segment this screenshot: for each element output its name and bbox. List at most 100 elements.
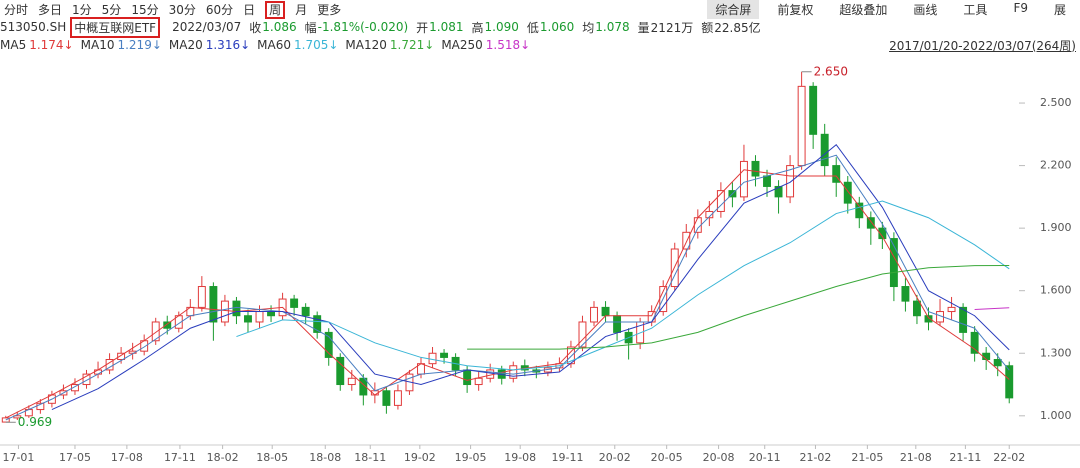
candle-body: [324, 331, 333, 358]
x-tick-label: 20-11: [749, 451, 781, 464]
candle-body: [71, 384, 79, 392]
x-tick-label: 17-01: [2, 451, 34, 464]
candle-body: [970, 331, 979, 354]
menu-item[interactable]: 画线: [913, 3, 938, 17]
x-tick-label: 21-05: [851, 451, 883, 464]
ma-line: [467, 264, 1010, 350]
period-tab[interactable]: 月: [295, 2, 308, 17]
ma-name: MA60: [257, 38, 291, 52]
ma-line: [51, 144, 1010, 411]
ma-name: MA250: [441, 38, 483, 52]
ma-value: 1.705↓: [294, 38, 339, 52]
annotation: 0.969: [18, 415, 52, 429]
x-tick-label: 20-08: [703, 451, 735, 464]
menu-item[interactable]: 工具: [963, 3, 988, 17]
candle-body: [163, 321, 172, 329]
date: 2022/03/07: [172, 20, 242, 34]
x-tick-label: 17-08: [111, 451, 143, 464]
x-tick-label: 21-02: [799, 451, 831, 464]
candle-body: [463, 369, 472, 386]
candle-body: [843, 181, 852, 204]
candle-body: [993, 359, 1002, 367]
menu-item[interactable]: 综合屏: [707, 0, 760, 19]
candle-body: [267, 311, 276, 317]
ma-value: 1.219↓: [117, 38, 162, 52]
candle-body: [474, 377, 483, 386]
candle-body: [682, 231, 691, 250]
x-tick-label: 20-05: [651, 451, 683, 464]
ma-name: MA5: [0, 38, 27, 52]
x-tick-label: 19-08: [504, 451, 536, 464]
period-tab[interactable]: 日: [243, 2, 256, 17]
quote-value: 1.060: [539, 20, 575, 34]
x-tick-label: 18-02: [207, 451, 239, 464]
candle-body: [244, 315, 252, 323]
date-range[interactable]: 2017/01/20-2022/03/07(264周): [889, 38, 1076, 53]
toolbar: 分时 多日 1分 5分 15分 30分 60分日周月更多 综合屏 前复权 超级叠加 画线 工具 F9 展: [0, 0, 1080, 19]
menu: 综合屏 前复权 超级叠加 画线 工具 F9 展: [703, 0, 1080, 19]
period-tab[interactable]: 5分: [101, 2, 122, 17]
quote-value: -1.81%(-0.020): [317, 20, 409, 34]
period-tab[interactable]: 30分: [168, 2, 196, 17]
quote-label: 低: [526, 20, 539, 35]
ma-legend: 2017/01/20-2022/03/07(264周) MA5 1.174↓ MA1…: [0, 36, 1080, 54]
quote-label: 均: [582, 20, 595, 35]
candle-body: [82, 373, 91, 386]
ma-name: MA120: [345, 38, 387, 52]
quote-value: 1.078: [595, 20, 630, 34]
candle-body: [901, 286, 910, 302]
candle-body: [117, 352, 126, 361]
menu-item[interactable]: 超级叠加: [839, 3, 888, 17]
ma-value: 1.174↓: [29, 38, 74, 52]
candle-body: [693, 217, 702, 233]
menu-item[interactable]: F9: [1013, 1, 1028, 15]
x-tick-label: 20-02: [599, 451, 631, 464]
ma-value: 1.518↓: [485, 38, 531, 52]
x-tick-label: 19-11: [551, 451, 583, 464]
candle-body: [855, 202, 864, 219]
candle-body: [924, 315, 933, 323]
quote-value: 1.090: [484, 20, 519, 34]
y-tick-label: 1.600: [1040, 284, 1072, 297]
code: 513050.SH: [0, 20, 67, 34]
y-tick-label: 1.300: [1040, 346, 1072, 359]
period-tab[interactable]: 多日: [38, 2, 63, 17]
candle-body: [866, 217, 875, 229]
quote-value: 1.081: [429, 20, 464, 34]
quote-label: 高: [471, 20, 484, 35]
x-tick-label: 22-02: [993, 451, 1025, 464]
ma-value: 1.721↓: [389, 38, 435, 52]
y-tick-label: 1.000: [1040, 409, 1072, 422]
period-tab[interactable]: 1分: [72, 2, 92, 17]
candle-body: [509, 365, 518, 379]
candle-body: [347, 377, 356, 386]
period-tab[interactable]: 分时: [4, 2, 29, 17]
candle-body: [1, 417, 10, 423]
period-tab[interactable]: 周: [265, 0, 286, 19]
ma-value: 1.316↓: [205, 38, 251, 52]
candle-body: [209, 286, 218, 323]
quote-value: 1.086: [262, 20, 297, 34]
period-tab[interactable]: 更多: [317, 2, 342, 17]
y-tick-label: 1.900: [1040, 221, 1072, 234]
menu-item[interactable]: 展: [1053, 3, 1066, 17]
x-tick-label: 21-08: [900, 451, 932, 464]
candle-body: [705, 210, 714, 219]
candle-body: [94, 369, 102, 375]
period-tab[interactable]: 60分: [205, 2, 234, 17]
candle-body: [382, 390, 391, 406]
candle-body: [809, 85, 818, 135]
y-tick-label: 2.500: [1040, 96, 1072, 109]
candle-body: [336, 356, 345, 386]
candle-body: [913, 300, 921, 317]
x-tick-label: 18-11: [354, 451, 386, 464]
quote-label: 幅: [304, 20, 317, 35]
period-tab[interactable]: 15分: [131, 2, 159, 17]
candle-body: [220, 300, 229, 323]
x-tick-label: 21-11: [949, 451, 981, 464]
menu-item[interactable]: 前复权: [777, 3, 814, 17]
quote-label: 额: [701, 20, 714, 35]
candle-body: [763, 175, 771, 187]
